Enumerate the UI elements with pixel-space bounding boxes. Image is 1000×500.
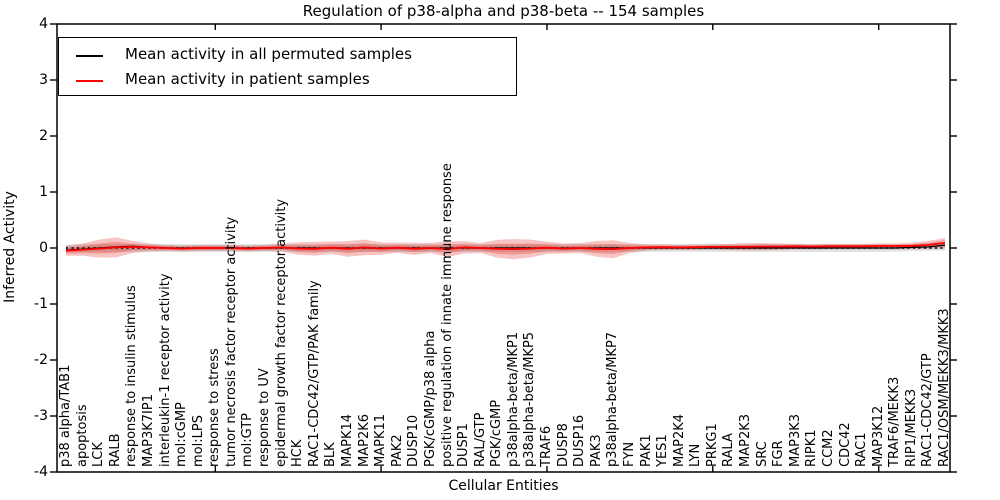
x-category-label: LYN	[688, 443, 704, 467]
x-category-label: PAK3	[588, 434, 604, 467]
x-category-label: MAP2K4	[671, 413, 687, 467]
x-category-label: interleukin-1 receptor activity	[157, 273, 173, 467]
x-category-label: epidermal growth factor receptor activit…	[273, 198, 289, 467]
x-category-label: tumor necrosis factor receptor activity	[223, 216, 239, 467]
x-category-label: DUSP8	[555, 423, 571, 467]
x-category-label: HCK	[290, 439, 306, 467]
x-category-label: RAC1-CDC42/GTP/PAK family	[306, 280, 322, 467]
y-tick-label: -2	[34, 352, 48, 368]
x-category-label: positive regulation of innate immune res…	[439, 163, 455, 467]
x-category-label: RAC1	[854, 432, 870, 467]
x-category-label: p38alpha-beta/MKP1	[505, 331, 521, 467]
legend-item-patient: Mean activity in patient samples	[59, 67, 516, 95]
x-category-label: MAP3K3	[787, 413, 803, 467]
x-category-label: PRKG1	[704, 423, 720, 467]
x-category-label: MAPK11	[373, 413, 389, 467]
x-category-label: MAP3K7IP1	[140, 394, 156, 467]
x-category-label: DUSP16	[572, 414, 588, 467]
x-category-label: LCK	[91, 442, 107, 467]
x-category-label: p38alpha-beta/MKP7	[605, 331, 621, 467]
x-category-label: FGR	[771, 440, 787, 467]
y-tick-label: 2	[39, 128, 48, 144]
x-category-label: MAPK14	[339, 413, 355, 467]
x-category-label: response to stress	[207, 348, 223, 467]
x-category-label: RIP1/MEKK3	[903, 388, 919, 467]
x-axis-label: Cellular Entities	[448, 478, 559, 494]
y-tick-label: 3	[39, 72, 48, 88]
x-category-label: TRAF6/MEKK3	[887, 376, 903, 467]
chart-title: Regulation of p38-alpha and p38-beta -- …	[302, 2, 705, 20]
x-category-label: SRC	[754, 441, 770, 467]
x-category-label: RALB	[107, 433, 123, 467]
patient-line-sample	[76, 80, 103, 82]
x-category-label: CCM2	[820, 429, 836, 467]
y-tick-label: 1	[39, 184, 48, 200]
x-category-label: mol:GTP	[240, 413, 256, 467]
x-category-label: response to insulin stimulus	[124, 285, 140, 467]
x-category-label: RIPK1	[804, 429, 820, 467]
x-category-label: PAK1	[638, 434, 654, 467]
x-category-label: RAC1/OSM/MEKK3/MKK3	[937, 308, 952, 467]
x-category-label: response to UV	[257, 368, 272, 467]
x-category-label: p38alpha-beta/MKP5	[522, 331, 538, 467]
x-category-label: PGK/cGMP	[489, 399, 505, 467]
x-category-label: RAC1-CDC42/GTP	[920, 353, 936, 467]
x-category-label: RAL/GTP	[472, 412, 488, 467]
x-category-label: apoptosis	[74, 404, 90, 467]
x-category-label: DUSP1	[456, 423, 471, 467]
legend-label: Mean activity in all permuted samples	[125, 45, 412, 63]
y-tick-label: 4	[39, 16, 48, 32]
x-category-label: TRAF6	[539, 425, 554, 467]
x-category-label: CDC42	[837, 422, 853, 467]
legend-label: Mean activity in patient samples	[125, 70, 370, 88]
x-category-label: PGK/cGMP/p38 alpha	[422, 330, 438, 467]
x-category-label: DUSP10	[406, 414, 422, 467]
patient-mean-line	[65, 242, 946, 252]
x-category-label: BLK	[323, 442, 339, 467]
y-tick-label: -1	[34, 296, 48, 312]
x-category-label: MAP3K12	[870, 405, 886, 467]
x-category-label: FYN	[621, 441, 637, 467]
x-category-label: mol:LPS	[190, 415, 206, 467]
y-tick-label: 0	[39, 240, 48, 256]
x-category-label: MAP2K6	[356, 413, 372, 467]
x-category-label: PAK2	[389, 434, 405, 467]
y-tick-label: -3	[34, 408, 48, 424]
x-category-label: YES1	[655, 434, 671, 467]
x-category-label: RALA	[721, 433, 737, 467]
permuted-line-sample	[76, 55, 103, 57]
x-category-label: MAP2K3	[738, 413, 753, 467]
legend-box: Mean activity in all permuted samples Me…	[58, 37, 517, 96]
legend-item-permuted: Mean activity in all permuted samples	[59, 42, 516, 70]
x-category-label: p38 alpha/TAB1	[58, 364, 73, 467]
y-tick-label: -4	[34, 464, 48, 480]
x-category-label: mol:cGMP	[174, 402, 190, 467]
